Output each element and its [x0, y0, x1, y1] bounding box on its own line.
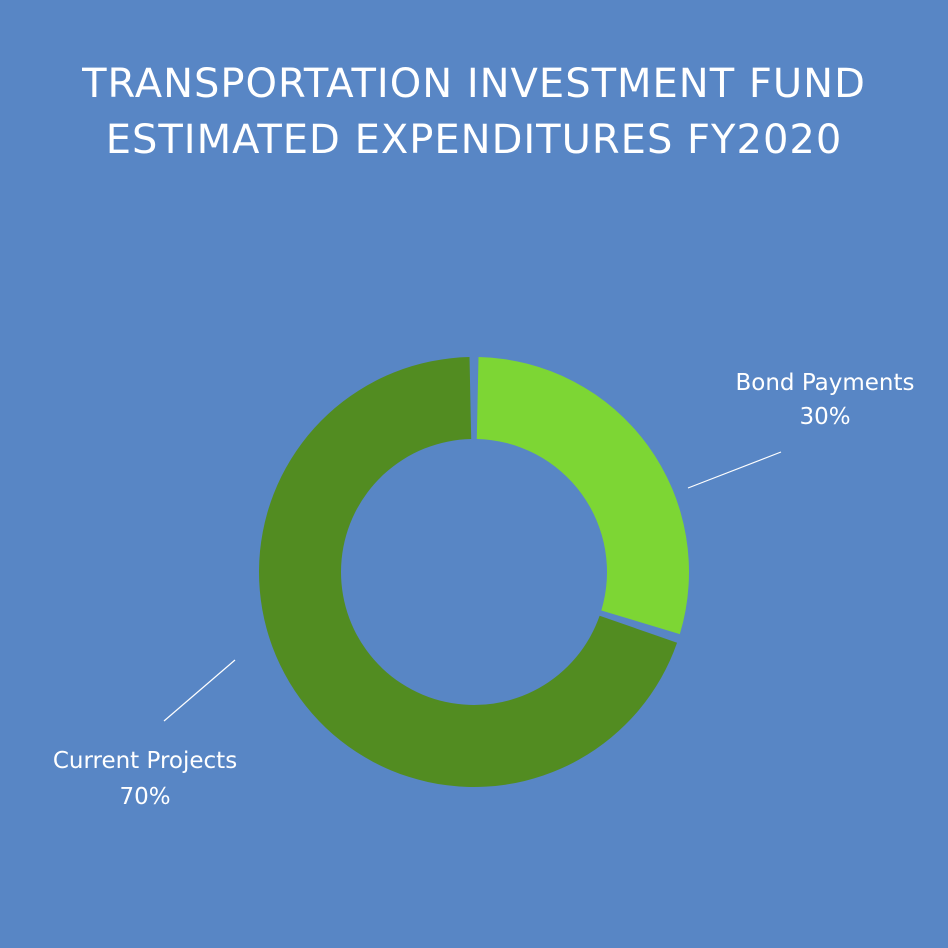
chart-title: TRANSPORTATION INVESTMENT FUND ESTIMATED… — [0, 56, 948, 168]
slice-label-bond-payments: Bond Payments — [735, 370, 914, 396]
slice-value-bond-payments: 30% — [799, 404, 850, 430]
slice-bond-payments — [476, 357, 689, 635]
slice-value-current-projects: 70% — [119, 784, 170, 810]
slice-label-current-projects: Current Projects — [53, 748, 237, 774]
chart-title-line-2: ESTIMATED EXPENDITURES FY2020 — [105, 117, 843, 163]
donut-slices — [258, 357, 689, 788]
slice-current-projects — [258, 357, 678, 788]
leader-line-current-projects — [163, 659, 236, 722]
chart-title-line-1: TRANSPORTATION INVESTMENT FUND — [82, 61, 866, 107]
leader-line-bond-payments — [687, 451, 782, 489]
